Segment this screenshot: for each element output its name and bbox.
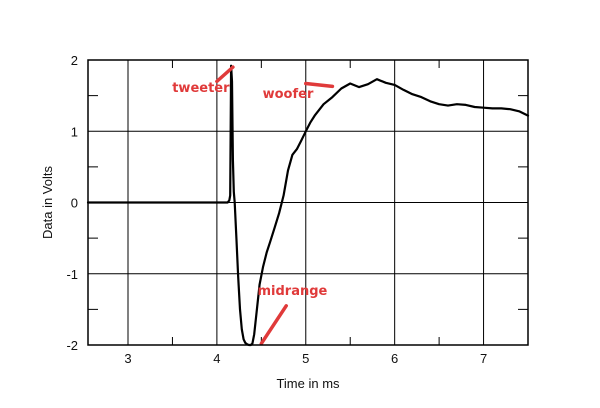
annotation-pointer [259,304,288,346]
y-tick-label: -2 [66,338,78,353]
x-tick-label: 3 [124,351,131,366]
x-tick-label: 7 [480,351,487,366]
y-tick-label: -1 [66,267,78,282]
y-tick-label: 1 [71,124,78,139]
y-axis-title: Data in Volts [40,166,55,239]
series-group [86,64,530,347]
plot-frame [87,59,529,346]
annotation-label: tweeter [172,81,230,96]
annotation-pointer [304,81,335,89]
x-tick-label: 4 [213,351,220,366]
series-line [86,64,530,347]
y-tick-label: 0 [71,196,78,211]
annotation-label: woofer [263,87,314,102]
x-axis-title: Time in ms [276,376,340,391]
tick-labels: 3 4 5 6 7 2 1 0 -1 -2 [66,53,487,366]
annotation-pointer [215,65,235,84]
x-tick-label: 6 [391,351,398,366]
annotation-label: midrange [258,284,328,299]
y-tick-label: 2 [71,53,78,68]
annotations-group: tweeter woofer midrange [172,65,335,346]
x-tick-label: 5 [302,351,309,366]
